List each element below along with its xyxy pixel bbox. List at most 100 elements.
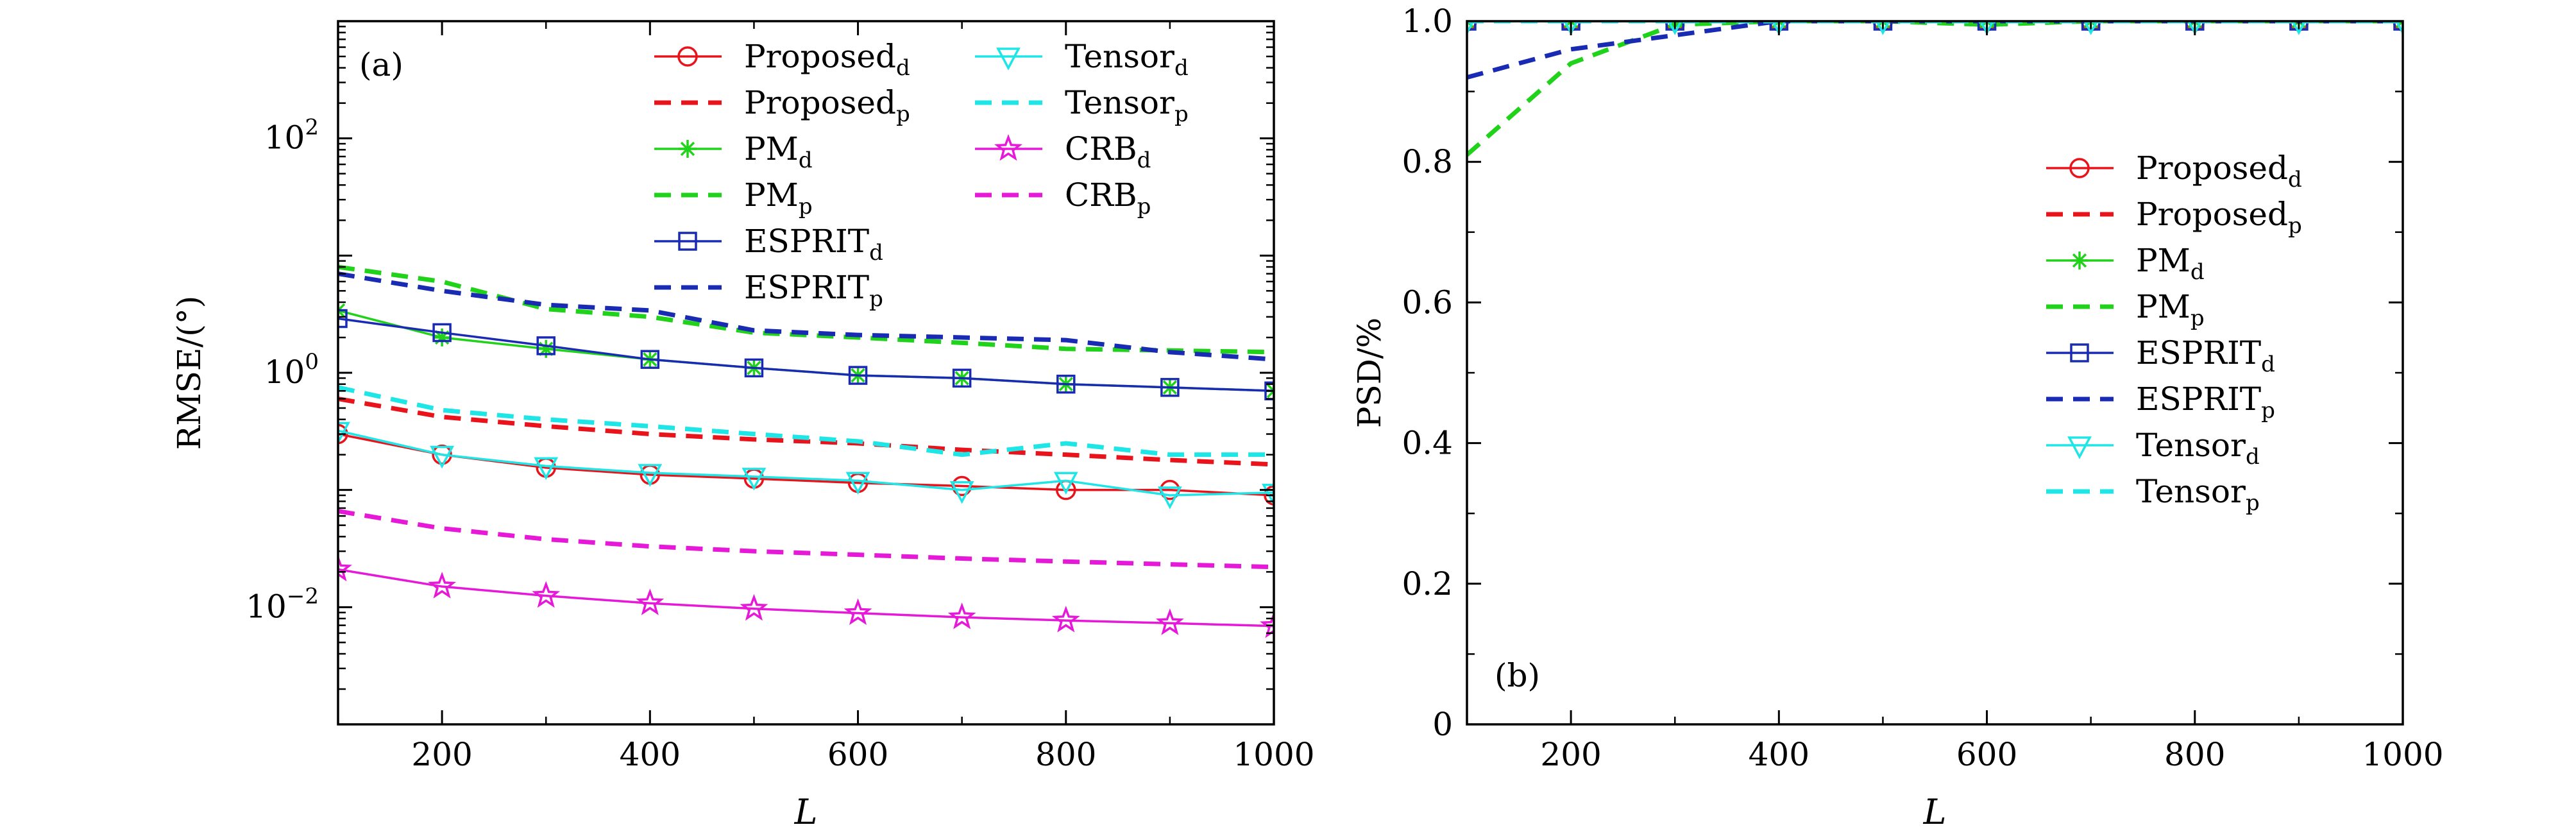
y-tick-label: 0.6 bbox=[1402, 284, 1453, 321]
data-point-esprit-d bbox=[1264, 381, 1274, 401]
data-point-crb-d bbox=[338, 554, 352, 582]
x-tick-label: 400 bbox=[1749, 736, 1809, 773]
legend: ProposeddProposedpPMdPMpESPRITdESPRITpTe… bbox=[2046, 149, 2302, 516]
x-tick-label: 200 bbox=[1540, 736, 1601, 773]
x-tick-label: 600 bbox=[827, 736, 888, 773]
data-point-tensor-d bbox=[638, 464, 663, 487]
data-point-tensor-d bbox=[338, 422, 350, 445]
x-axis-label: L bbox=[1923, 792, 1947, 832]
y-tick-label: 0 bbox=[1432, 706, 1453, 743]
data-point-esprit-d bbox=[952, 368, 972, 388]
legend-marker-proposed-d bbox=[677, 46, 698, 67]
plot-area bbox=[1467, 21, 2403, 157]
legend-label-pm-d: PMd bbox=[2136, 242, 2205, 285]
legend-label-pm-p: PMp bbox=[744, 176, 813, 219]
legend-label-tensor-d: Tensord bbox=[1065, 38, 1189, 81]
y-axis-label: PSD/% bbox=[1351, 318, 1388, 428]
data-point-esprit-d bbox=[848, 366, 868, 385]
data-point-esprit-d bbox=[2289, 21, 2309, 31]
legend-label-pm-d: PMd bbox=[744, 130, 813, 173]
y-tick-label: 0.2 bbox=[1402, 565, 1453, 602]
data-point-crb-d bbox=[1156, 608, 1184, 635]
panel-label: (a) bbox=[359, 46, 403, 83]
legend-label-proposed-p: Proposedp bbox=[744, 84, 910, 127]
legend-label-tensor-p: Tensorp bbox=[2136, 473, 2260, 516]
data-point-esprit-d bbox=[432, 323, 452, 343]
y-axis-label: RMSE/(°) bbox=[171, 296, 208, 450]
data-point-tensor-d bbox=[534, 457, 559, 481]
x-tick-label: 600 bbox=[1956, 736, 2017, 773]
series-line-crb-d bbox=[338, 568, 1274, 627]
x-tick-label: 400 bbox=[620, 736, 681, 773]
data-point-tensor-d bbox=[1262, 483, 1274, 507]
data-point-crb-d bbox=[532, 581, 561, 608]
data-point-esprit-d bbox=[744, 358, 764, 378]
data-point-tensor-d bbox=[430, 445, 455, 469]
series-line-pm-d bbox=[338, 309, 1274, 393]
data-point-crb-d bbox=[1051, 606, 1080, 633]
y-tick-label: 0.4 bbox=[1402, 425, 1453, 462]
data-point-crb-d bbox=[636, 588, 665, 615]
panel-label: (b) bbox=[1495, 657, 1540, 694]
data-point-tensor-d bbox=[1157, 486, 1182, 509]
data-point-esprit-d bbox=[640, 350, 660, 369]
series-line-esprit-d bbox=[338, 317, 1274, 393]
legend-marker-crb-d bbox=[994, 134, 1022, 161]
data-point-esprit-d bbox=[1160, 378, 1180, 397]
series-line-pm-p bbox=[1467, 21, 2403, 157]
series-line-tensor-d bbox=[338, 429, 1274, 497]
data-point-crb-d bbox=[843, 598, 872, 626]
data-point-esprit-d bbox=[1873, 21, 1893, 31]
legend-label-pm-p: PMp bbox=[2136, 288, 2205, 331]
data-point-tensor-d bbox=[949, 481, 974, 504]
legend-label-esprit-p: ESPRITp bbox=[2136, 380, 2275, 423]
y-tick-label: 1.0 bbox=[1402, 3, 1453, 40]
x-tick-label: 200 bbox=[411, 736, 472, 773]
data-point-proposed-d bbox=[1264, 485, 1274, 506]
data-point-crb-d bbox=[1260, 611, 1274, 638]
series-line-esprit-p bbox=[338, 271, 1274, 362]
legend-label-esprit-p: ESPRITp bbox=[744, 269, 883, 312]
data-point-crb-d bbox=[740, 593, 768, 621]
data-point-tensor-d bbox=[845, 472, 870, 495]
legend-label-proposed-d: Proposedd bbox=[744, 38, 910, 81]
x-tick-label: 1000 bbox=[1233, 736, 1314, 773]
data-point-tensor-d bbox=[741, 468, 767, 491]
legend-label-esprit-d: ESPRITd bbox=[2136, 334, 2275, 377]
legend-marker-tensor-d bbox=[996, 47, 1021, 71]
legend-marker-esprit-d bbox=[2070, 343, 2089, 363]
legend-marker-proposed-d bbox=[2069, 158, 2090, 178]
x-tick-label: 1000 bbox=[2362, 736, 2443, 773]
x-tick-label: 800 bbox=[2164, 736, 2225, 773]
data-point-crb-d bbox=[428, 572, 456, 599]
plot-area bbox=[338, 264, 1274, 638]
data-point-crb-d bbox=[947, 602, 976, 629]
panel-b: 200 400 600 800 1000 0 0.2 0.4 0.6 0.8 1.0 L PSD/% (b… bbox=[1351, 3, 2444, 832]
x-tick-label: 800 bbox=[1035, 736, 1096, 773]
y-tick-label: 0.8 bbox=[1402, 143, 1453, 180]
legend-label-tensor-d: Tensord bbox=[2136, 427, 2260, 470]
series-line-proposed-p bbox=[338, 397, 1274, 467]
data-point-esprit-d bbox=[1665, 21, 1684, 31]
data-point-esprit-d bbox=[2081, 21, 2101, 31]
legend-label-proposed-d: Proposedd bbox=[2136, 149, 2302, 192]
x-axis-label: L bbox=[794, 792, 818, 832]
legend-marker-pm-d bbox=[2071, 252, 2089, 269]
data-point-tensor-d bbox=[1053, 472, 1078, 495]
legend-marker-esprit-d bbox=[678, 232, 697, 251]
data-point-esprit-d bbox=[338, 309, 348, 328]
legend-label-tensor-p: Tensorp bbox=[1065, 84, 1189, 127]
data-point-esprit-d bbox=[536, 336, 555, 355]
legend-label-crb-d: CRBd bbox=[1065, 130, 1151, 173]
data-point-esprit-d bbox=[1056, 374, 1076, 394]
panel-a: 200 400 600 800 1000 10−2 100 102 L RMSE/(°) (a) Pr… bbox=[171, 20, 1315, 832]
legend-label-esprit-d: ESPRITd bbox=[744, 223, 883, 266]
data-point-pm-d bbox=[433, 328, 452, 347]
series-line-tensor-p bbox=[338, 385, 1274, 457]
series-line-pm-p bbox=[338, 264, 1274, 355]
legend-marker-tensor-d bbox=[2067, 436, 2092, 459]
y-tick-label: 102 bbox=[264, 115, 319, 157]
data-point-proposed-d bbox=[338, 423, 348, 445]
